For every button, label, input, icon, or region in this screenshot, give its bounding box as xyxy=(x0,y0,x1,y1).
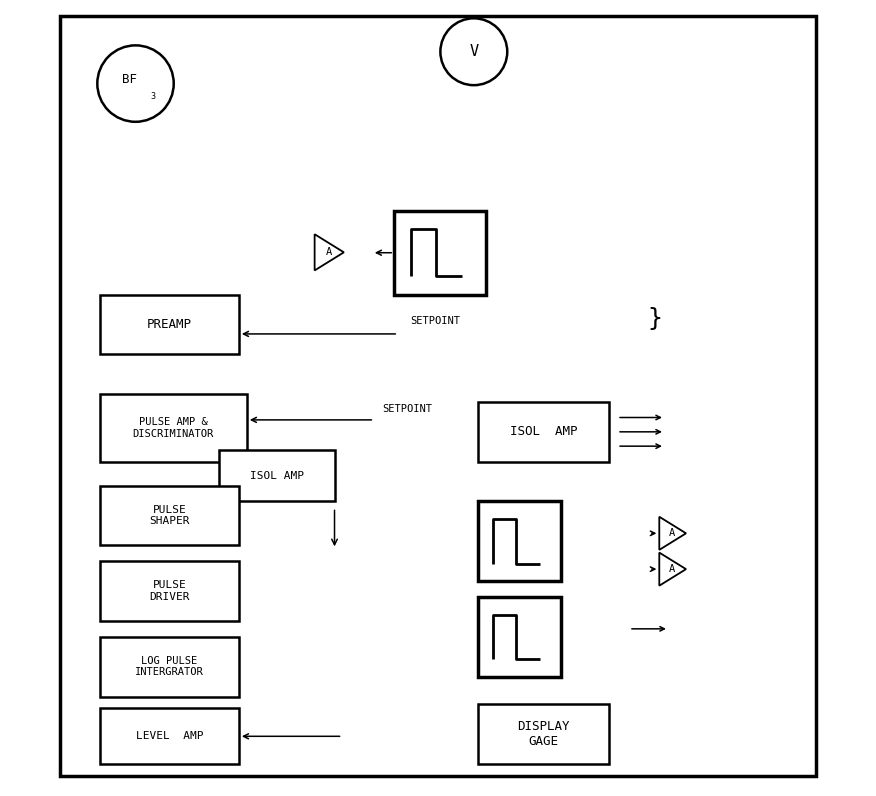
Bar xyxy=(100,637,239,696)
Bar xyxy=(100,394,247,462)
Circle shape xyxy=(441,18,507,85)
Bar xyxy=(219,450,335,501)
Text: 3: 3 xyxy=(151,92,156,101)
Text: SETPOINT: SETPOINT xyxy=(382,404,432,414)
Text: A: A xyxy=(325,248,332,257)
Text: DISPLAY
GAGE: DISPLAY GAGE xyxy=(517,720,569,748)
Bar xyxy=(100,708,239,764)
Text: V: V xyxy=(470,45,478,59)
Polygon shape xyxy=(314,234,344,271)
Text: PULSE
SHAPER: PULSE SHAPER xyxy=(149,505,189,526)
Bar xyxy=(394,211,486,295)
Bar xyxy=(477,704,609,764)
Bar xyxy=(477,597,562,677)
Circle shape xyxy=(97,45,173,122)
Text: LEVEL  AMP: LEVEL AMP xyxy=(136,732,203,741)
Bar xyxy=(100,295,239,354)
Text: {: { xyxy=(643,304,659,329)
Text: PULSE AMP &
DISCRIMINATOR: PULSE AMP & DISCRIMINATOR xyxy=(132,417,214,439)
Text: A: A xyxy=(669,564,675,574)
Text: PREAMP: PREAMP xyxy=(147,318,192,331)
Text: LOG PULSE
INTERGRATOR: LOG PULSE INTERGRATOR xyxy=(135,656,204,677)
Bar xyxy=(477,402,609,462)
Text: A: A xyxy=(669,529,675,538)
Bar xyxy=(477,501,562,581)
Bar xyxy=(100,561,239,621)
Text: BF: BF xyxy=(122,73,137,86)
Text: ISOL AMP: ISOL AMP xyxy=(250,470,304,481)
Text: ISOL  AMP: ISOL AMP xyxy=(510,425,577,439)
Text: SETPOINT: SETPOINT xyxy=(410,316,460,326)
Bar xyxy=(100,486,239,545)
Polygon shape xyxy=(660,517,686,550)
Text: PULSE
DRIVER: PULSE DRIVER xyxy=(149,580,189,602)
Polygon shape xyxy=(660,552,686,586)
